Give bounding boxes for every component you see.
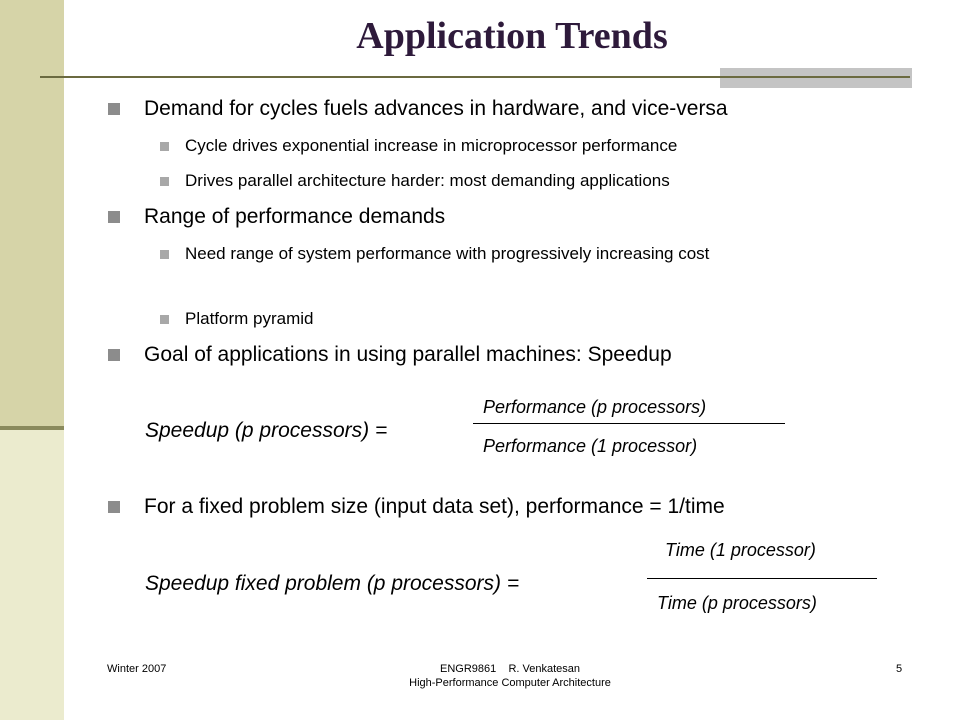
sub-bullet-square-icon: [160, 177, 169, 186]
footer-page-number: 5: [896, 663, 903, 675]
formula1-lhs: Speedup (p processors) =: [145, 419, 388, 442]
bullet-text: Range of performance demands: [144, 205, 446, 228]
formula2-denominator: Time (p processors): [657, 593, 817, 613]
bullet-text: Demand for cycles fuels advances in hard…: [144, 97, 728, 120]
title-divider: [40, 76, 910, 78]
formula2-numerator: Time (1 processor): [665, 540, 816, 560]
bullet-square-icon: [108, 501, 120, 513]
footer-course-line2: High-Performance Computer Architecture: [409, 677, 611, 689]
sub-bullet-text: Platform pyramid: [185, 309, 314, 328]
bullet-text: For a fixed problem size (input data set…: [144, 495, 725, 518]
formula1-numerator: Performance (p processors): [483, 397, 707, 417]
footer-course-line1: ENGR9861 R. Venkatesan: [439, 663, 581, 675]
formula1-fraction-line: [473, 423, 785, 424]
title-accent-block: [720, 68, 912, 88]
sub-bullet-square-icon: [160, 250, 169, 259]
sub-bullet-text: Cycle drives exponential increase in mic…: [185, 136, 678, 155]
sub-bullet-square-icon: [160, 315, 169, 324]
formula2-fraction-line: [647, 578, 877, 579]
sidebar-band: [0, 0, 64, 430]
sub-bullet-square-icon: [160, 142, 169, 151]
sub-bullet-text: Need range of system performance with pr…: [185, 244, 710, 263]
bullet-square-icon: [108, 211, 120, 223]
formula2-lhs: Speedup fixed problem (p processors) =: [145, 572, 520, 595]
bullet-text: Goal of applications in using parallel m…: [144, 343, 672, 366]
bullet-square-icon: [108, 349, 120, 361]
sub-bullet-text: Drives parallel architecture harder: mos…: [185, 171, 670, 190]
footer-course: ENGR9861 R. Venkatesan High-Performance …: [330, 662, 690, 690]
footer-date: Winter 2007: [107, 663, 167, 675]
sidebar-decoration: [0, 0, 64, 720]
slide-title: Application Trends: [356, 15, 668, 57]
formula1-denominator: Performance (1 processor): [483, 436, 698, 456]
sidebar-stripe: [0, 426, 64, 430]
bullet-square-icon: [108, 103, 120, 115]
